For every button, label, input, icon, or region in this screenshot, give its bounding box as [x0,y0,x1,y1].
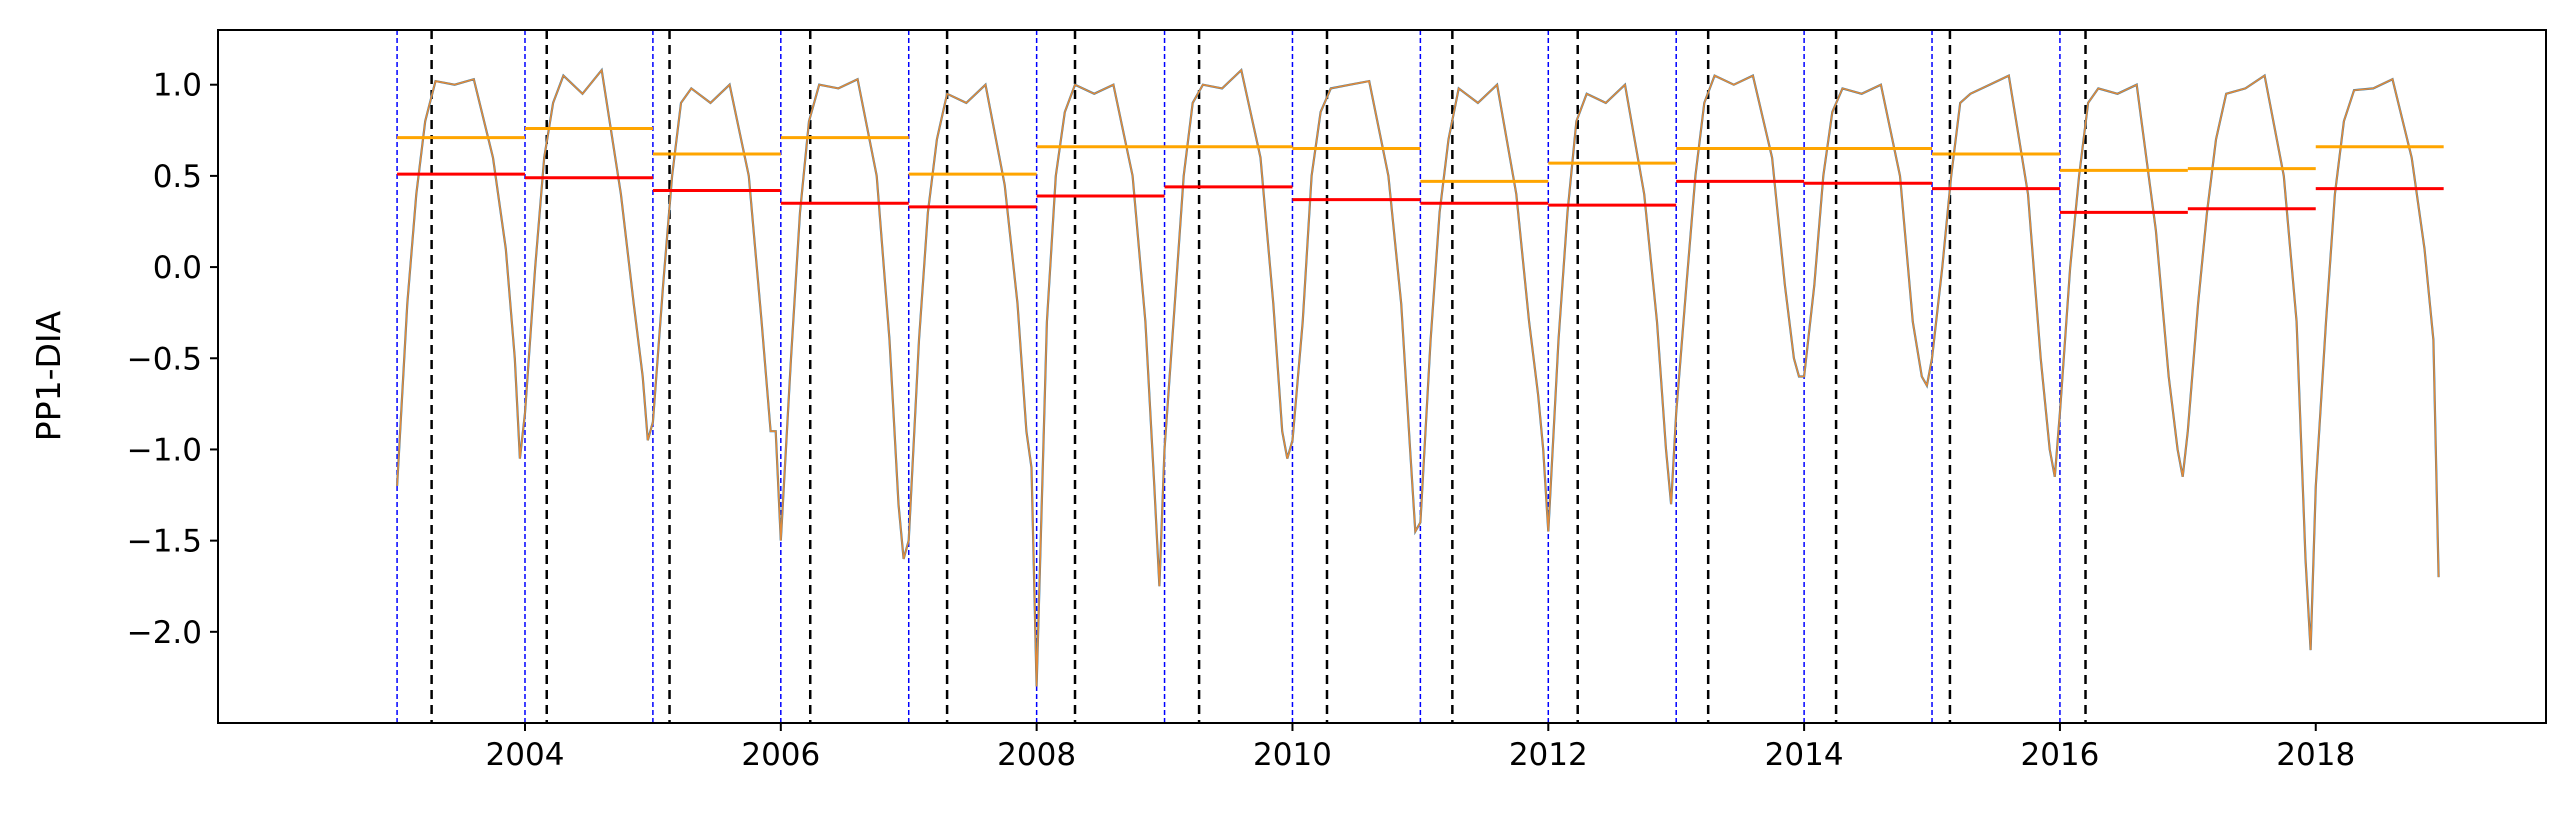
axis-ticks: 2004 2006 2008 2010 2012 2014 2016 2018 1.0 0.5 0.… [127,68,2355,773]
series-line-blue [396,67,2440,687]
x-tick-label: 2012 [1509,737,1588,773]
y-tick-label: −0.5 [127,341,202,377]
x-tick-label: 2006 [741,737,820,773]
x-tick-label: 2018 [2276,737,2355,773]
plot-area [396,30,2444,723]
x-tick-label: 2008 [997,737,1076,773]
y-tick-label: 1.0 [153,68,202,104]
y-tick-label: 0.5 [153,159,202,195]
y-tick-label: −2.0 [127,615,202,651]
x-tick-label: 2004 [486,737,565,773]
y-tick-label: 0.0 [153,250,202,286]
axes-frame [217,29,2547,724]
x-tick-label: 2014 [1765,737,1844,773]
y-axis-label: PP1-DIA [29,310,68,441]
x-tick-label: 2010 [1253,737,1332,773]
y-tick-label: −1.0 [127,432,202,468]
x-tick-label: 2016 [2020,737,2099,773]
y-tick-label: −1.5 [127,524,202,560]
series-line-orange [396,68,2440,687]
